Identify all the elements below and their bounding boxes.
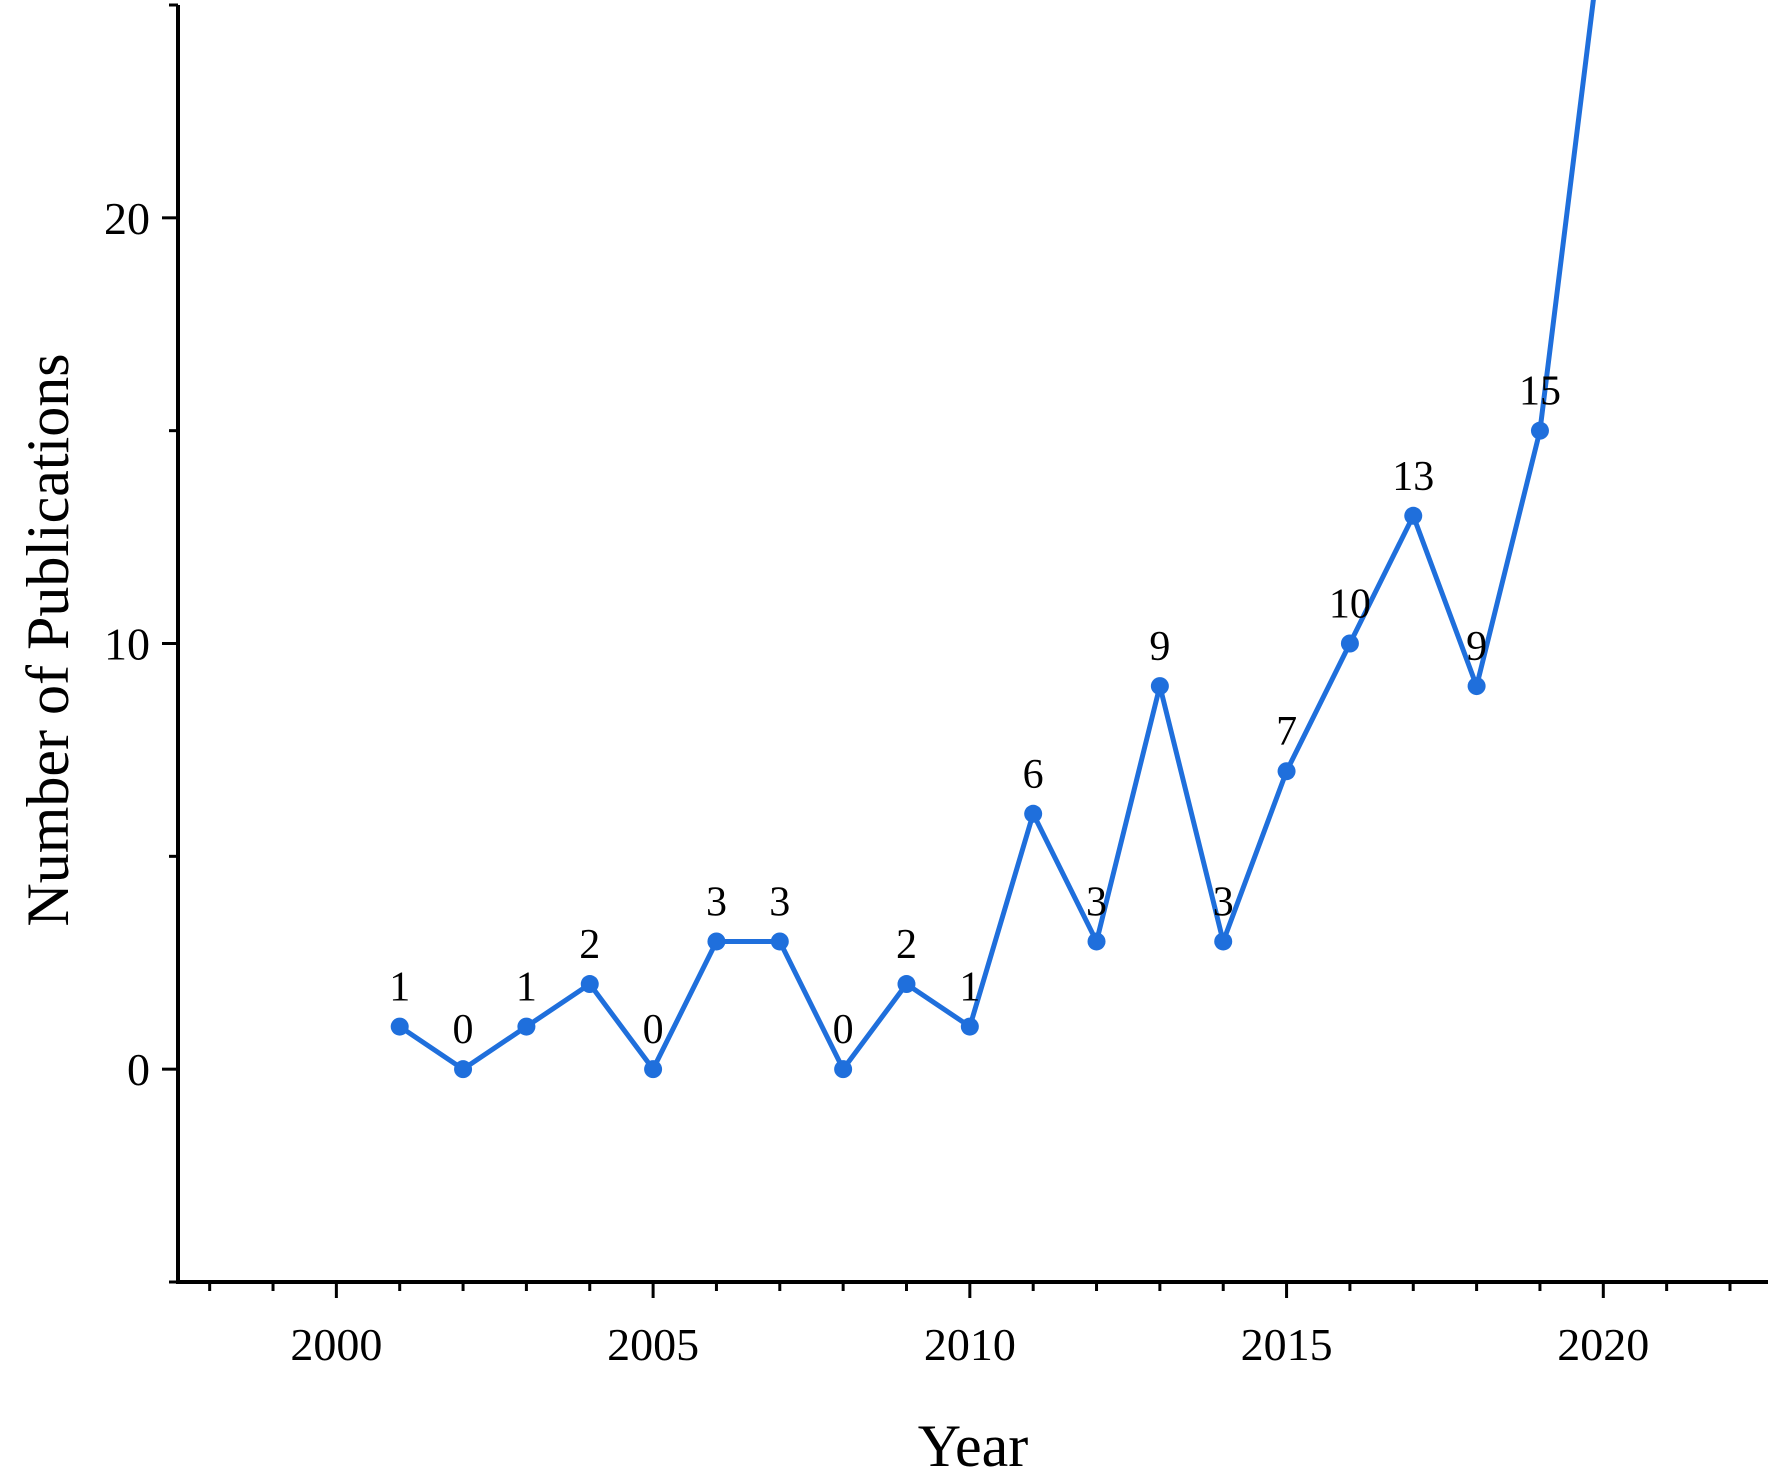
data-point bbox=[834, 1060, 853, 1079]
data-point bbox=[1277, 762, 1296, 781]
data-label: 1 bbox=[389, 965, 410, 1011]
data-label: 1 bbox=[959, 965, 980, 1011]
data-point bbox=[1087, 932, 1106, 951]
y-tick-label: 10 bbox=[104, 619, 150, 670]
data-point bbox=[1024, 804, 1043, 823]
data-label: 6 bbox=[1023, 752, 1044, 798]
x-tick-label: 2005 bbox=[607, 1319, 699, 1370]
axes bbox=[176, 5, 1768, 1284]
data-point bbox=[1404, 506, 1423, 525]
data-point bbox=[960, 1017, 979, 1036]
data-point bbox=[1214, 932, 1233, 951]
data-label: 7 bbox=[1276, 709, 1297, 755]
data-label: 9 bbox=[1466, 624, 1487, 670]
y-axis-title: Number of Publications bbox=[15, 353, 81, 926]
data-label: 13 bbox=[1392, 454, 1434, 500]
data-point bbox=[454, 1060, 473, 1079]
data-label: 3 bbox=[1213, 879, 1234, 925]
data-label: 3 bbox=[1086, 879, 1107, 925]
data-label: 0 bbox=[643, 1007, 664, 1053]
x-tick-label: 2015 bbox=[1241, 1319, 1333, 1370]
x-axis-title: Year bbox=[918, 1413, 1029, 1479]
series-line bbox=[398, 0, 1596, 1072]
data-label: 2 bbox=[896, 922, 917, 968]
data-label: 3 bbox=[706, 879, 727, 925]
data-point bbox=[770, 932, 789, 951]
data-label: 10 bbox=[1329, 582, 1371, 628]
data-point bbox=[517, 1017, 536, 1036]
data-point bbox=[897, 975, 916, 994]
x-tick-label: 2010 bbox=[924, 1319, 1016, 1370]
data-label: 3 bbox=[769, 879, 790, 925]
data-point bbox=[1530, 421, 1549, 440]
y-tick-label: 0 bbox=[127, 1044, 150, 1095]
data-point bbox=[1340, 634, 1359, 653]
data-point bbox=[707, 932, 726, 951]
data-label: 1 bbox=[516, 965, 537, 1011]
data-label: 0 bbox=[453, 1007, 474, 1053]
data-label: 2 bbox=[579, 922, 600, 968]
series-group bbox=[390, 0, 1596, 1079]
data-label: 9 bbox=[1149, 624, 1170, 670]
data-label: 0 bbox=[833, 1007, 854, 1053]
data-label: 15 bbox=[1519, 369, 1561, 415]
data-point bbox=[1150, 677, 1169, 696]
data-point bbox=[580, 975, 599, 994]
data-point bbox=[390, 1017, 409, 1036]
data-point bbox=[644, 1060, 663, 1079]
y-tick-label: 20 bbox=[104, 193, 150, 244]
x-tick-label: 2000 bbox=[290, 1319, 382, 1370]
x-tick-label: 2020 bbox=[1557, 1319, 1649, 1370]
data-point bbox=[1467, 677, 1486, 696]
